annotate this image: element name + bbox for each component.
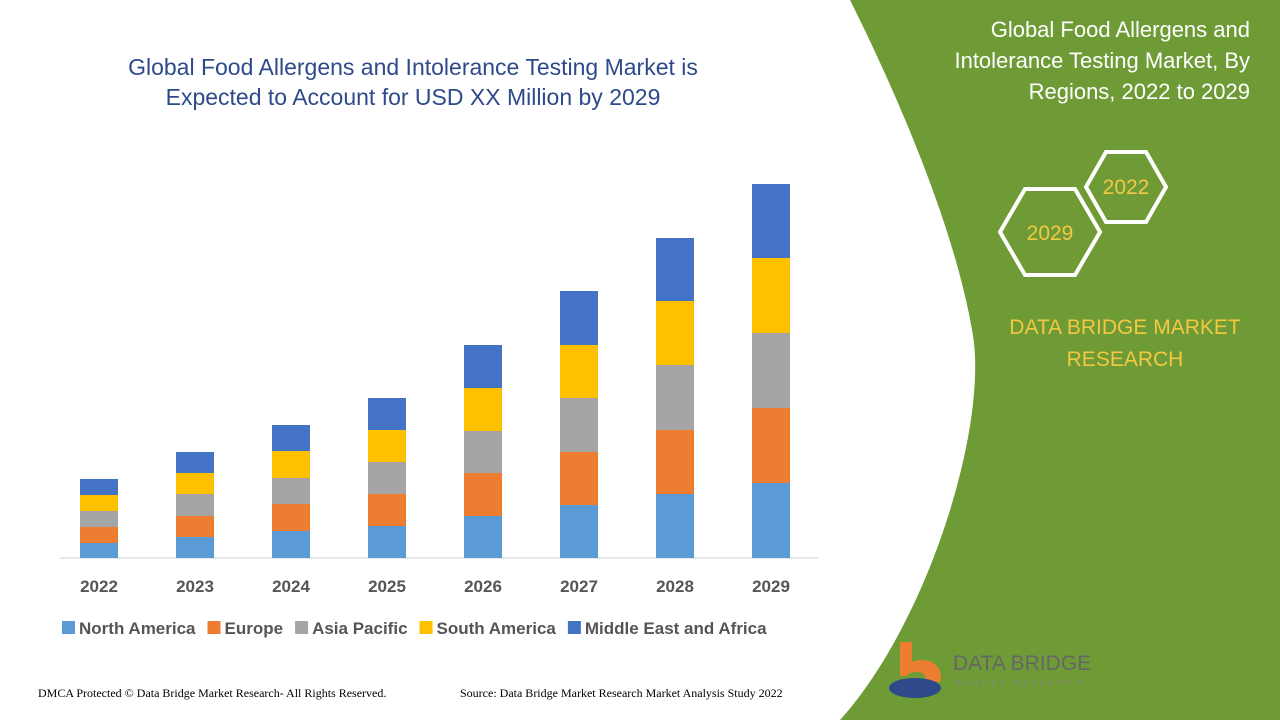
bar-segment (752, 483, 790, 558)
bar-segment (656, 301, 694, 365)
bar-segment (368, 398, 406, 430)
bar-segment (560, 452, 598, 505)
bar-segment (80, 543, 118, 558)
logo-mark (900, 642, 941, 682)
bar-segment (176, 473, 214, 494)
badge-label: 2022 (1103, 176, 1150, 199)
bar-segment (176, 537, 214, 558)
bar-segment (464, 516, 502, 558)
bar-segment (368, 526, 406, 558)
bar-segment (272, 504, 310, 531)
bar-segment (656, 430, 694, 494)
legend-swatch (62, 621, 75, 634)
bar-segment (272, 425, 310, 451)
legend-label: South America (437, 619, 557, 638)
source: Source: Data Bridge Market Research Mark… (460, 686, 783, 700)
side-panel-bg (840, 0, 1280, 720)
x-tick-label: 2022 (80, 577, 118, 596)
legend-label: Asia Pacific (312, 619, 407, 638)
bar-segment (560, 345, 598, 398)
bar-segment (560, 505, 598, 558)
bar-segment (656, 365, 694, 430)
legend-swatch (567, 621, 581, 634)
legend-swatch (207, 621, 221, 634)
logo-mark (889, 678, 941, 698)
legend-swatch (295, 621, 309, 634)
bar-segment (80, 479, 118, 495)
bar-segment (272, 478, 310, 504)
logo-name: DATA BRIDGE (953, 652, 1091, 675)
bar-segment (80, 511, 118, 527)
badge-hexagon (1083, 150, 1169, 224)
x-tick-label: 2028 (656, 577, 694, 596)
bar-segment (560, 398, 598, 452)
legend-label: Middle East and Africa (585, 619, 767, 638)
bar-segment (752, 333, 790, 408)
bar-segment (560, 291, 598, 345)
bar-segment (176, 452, 214, 473)
bar-segment (752, 258, 790, 333)
x-tick-label: 2026 (464, 577, 502, 596)
bar-segment (368, 462, 406, 494)
bar-segment (464, 388, 502, 431)
bar-segment (176, 516, 214, 537)
legend-label: Europe (225, 619, 284, 638)
logo-tagline: MARKET RESEARCH (955, 680, 1085, 687)
bar-segment (80, 495, 118, 511)
bar-segment (656, 238, 694, 301)
copyright: DMCA Protected © Data Bridge Market Rese… (38, 686, 387, 700)
x-tick-label: 2027 (560, 577, 598, 596)
badge-label: 2029 (1027, 222, 1074, 245)
bar-segment (464, 431, 502, 473)
brand: DATA BRIDGE MARKET RESEARCH (1009, 316, 1241, 371)
bar-segment (752, 408, 790, 483)
badge-hexagon (997, 187, 1103, 277)
bar-segment (80, 527, 118, 543)
side-title: Global Food Allergens and Intolerance Te… (954, 17, 1250, 104)
bar-segment (368, 430, 406, 462)
bar-segment (752, 184, 790, 258)
bar-segment (464, 345, 502, 388)
bar-segment (368, 494, 406, 526)
chart-title: Global Food Allergens and Intolerance Te… (128, 54, 698, 110)
x-tick-label: 2025 (368, 577, 406, 596)
bar-segment (464, 473, 502, 516)
legend-label: North America (79, 619, 196, 638)
bar-segment (272, 531, 310, 558)
x-tick-label: 2024 (272, 577, 310, 596)
x-tick-label: 2023 (176, 577, 214, 596)
bar-segment (272, 451, 310, 478)
bar-segment (656, 494, 694, 558)
bar-segment (176, 494, 214, 516)
x-tick-label: 2029 (752, 577, 790, 596)
legend-swatch (419, 621, 433, 634)
